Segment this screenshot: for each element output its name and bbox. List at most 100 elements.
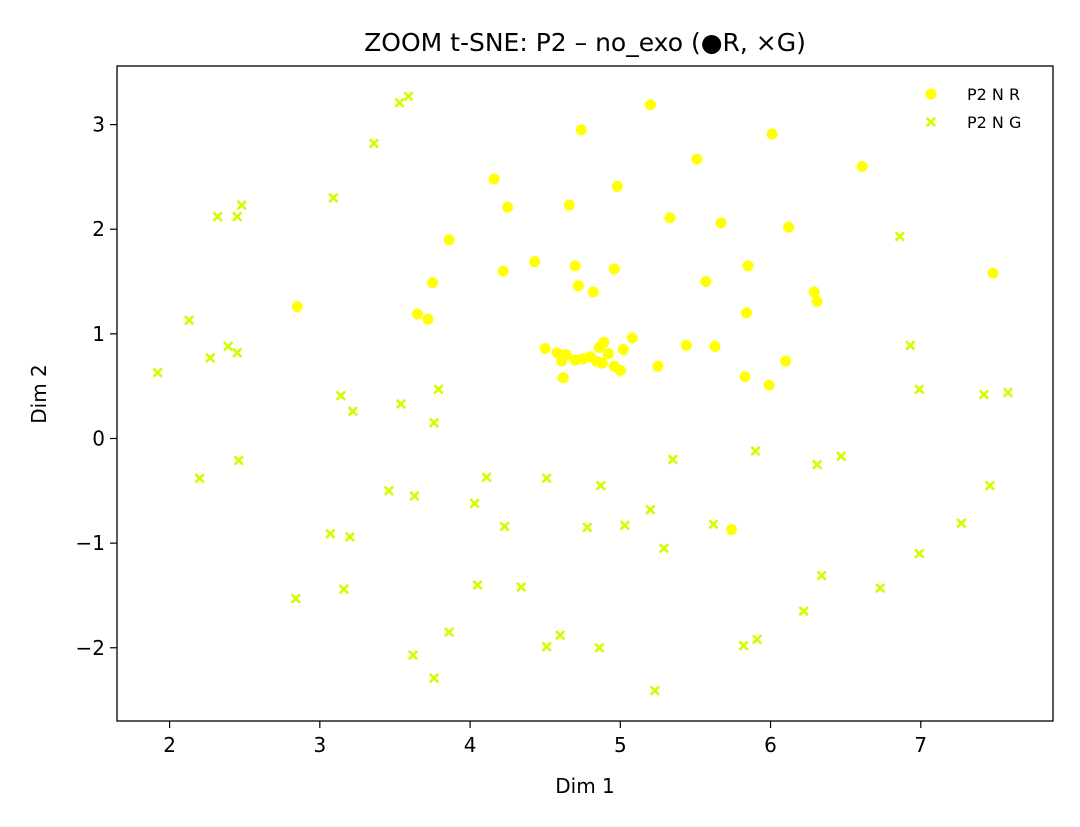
point-r <box>488 173 500 185</box>
point-r <box>763 379 775 391</box>
point-g <box>194 473 205 484</box>
point-r <box>563 199 575 211</box>
point-r <box>664 212 676 224</box>
point-g <box>905 340 916 351</box>
point-g <box>383 485 395 496</box>
point-r <box>715 217 727 229</box>
y-tick-label: 2 <box>92 217 105 241</box>
point-r <box>700 276 712 288</box>
point-g <box>232 347 243 358</box>
y-tick-label: −2 <box>76 636 105 660</box>
point-r <box>811 295 823 307</box>
point-r <box>575 124 587 136</box>
point-r <box>709 340 721 352</box>
x-axis-label: Dim 1 <box>555 774 615 798</box>
point-g <box>836 451 847 462</box>
x-tick-label: 7 <box>914 733 927 757</box>
point-r <box>856 160 868 172</box>
point-r <box>556 355 568 367</box>
point-r <box>572 280 584 292</box>
y-axis: −2 −1 0 1 2 3 <box>76 113 117 660</box>
point-g <box>344 531 355 542</box>
legend: P2 N R P2 N G <box>925 85 1021 132</box>
x-tick-label: 5 <box>614 733 627 757</box>
point-g <box>750 445 761 457</box>
x-tick-label: 4 <box>464 733 477 757</box>
point-r <box>626 332 638 344</box>
point-r <box>529 256 541 268</box>
point-r <box>783 221 795 233</box>
y-tick-label: 0 <box>92 426 105 450</box>
point-r <box>725 524 737 536</box>
point-g <box>645 504 656 515</box>
point-r <box>614 364 626 376</box>
point-r <box>608 263 620 275</box>
x-tick-label: 2 <box>163 733 176 757</box>
point-r <box>742 260 754 272</box>
point-r <box>644 99 656 111</box>
point-g <box>582 522 593 533</box>
point-r <box>291 301 303 313</box>
y-tick-label: 3 <box>92 113 105 137</box>
point-r <box>497 265 509 277</box>
point-g <box>428 672 440 684</box>
point-r <box>587 286 599 298</box>
point-g <box>499 521 510 532</box>
point-g <box>152 367 163 378</box>
point-g <box>469 498 480 509</box>
data-points <box>152 91 1014 696</box>
point-g <box>368 138 380 149</box>
point-r <box>602 348 614 360</box>
point-r <box>502 201 514 213</box>
point-r <box>617 344 629 356</box>
point-g <box>325 528 336 539</box>
point-g <box>403 91 414 102</box>
point-g <box>594 642 605 653</box>
point-r <box>557 372 569 384</box>
point-g <box>595 480 606 491</box>
y-axis-label: Dim 2 <box>27 364 51 424</box>
point-r <box>652 360 664 372</box>
point-g <box>914 384 925 395</box>
point-g <box>798 606 809 617</box>
point-g <box>875 582 886 594</box>
y-tick-label: −1 <box>76 531 105 555</box>
legend-marker-r <box>925 88 937 100</box>
point-g <box>658 543 669 554</box>
point-r <box>808 286 820 298</box>
point-g <box>812 459 823 470</box>
point-g <box>708 519 719 530</box>
point-g <box>236 200 247 211</box>
point-r <box>443 234 455 246</box>
point-g <box>516 581 527 593</box>
point-g <box>894 231 905 242</box>
point-r <box>611 180 623 192</box>
point-g <box>667 454 679 465</box>
x-tick-label: 3 <box>313 733 326 757</box>
point-g <box>1002 387 1014 398</box>
point-g <box>649 685 660 696</box>
point-g <box>183 315 195 326</box>
point-g <box>428 417 440 428</box>
point-r <box>539 343 551 355</box>
point-g <box>409 490 420 502</box>
point-r <box>551 347 563 359</box>
point-g <box>481 472 492 483</box>
point-g <box>978 389 990 400</box>
point-r <box>691 153 703 165</box>
point-g <box>407 649 419 661</box>
point-r <box>569 260 581 272</box>
point-g <box>395 398 407 410</box>
point-g <box>212 211 223 222</box>
point-g <box>335 390 346 401</box>
x-axis: 2 3 4 5 6 7 <box>163 721 927 757</box>
point-r <box>739 371 751 383</box>
point-g <box>338 584 349 595</box>
point-g <box>914 548 925 559</box>
y-tick-label: 1 <box>92 322 105 346</box>
point-g <box>347 406 358 417</box>
point-g <box>443 626 455 638</box>
point-g <box>984 480 996 491</box>
point-r <box>422 313 434 325</box>
